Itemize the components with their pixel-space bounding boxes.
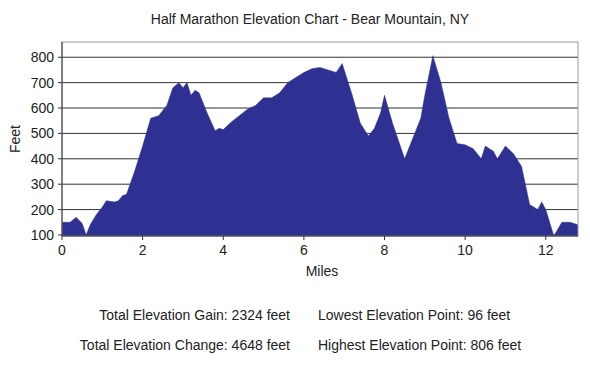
x-tick-label: 6	[300, 242, 308, 258]
x-tick-label: 12	[538, 242, 554, 258]
y-tick	[58, 82, 62, 83]
y-tick-label: 400	[31, 151, 55, 167]
x-tick	[303, 236, 304, 240]
y-tick	[58, 158, 62, 159]
y-tick-label: 500	[31, 125, 55, 141]
x-tick	[223, 236, 224, 240]
y-axis	[62, 42, 63, 236]
y-tick	[58, 184, 62, 185]
stat-text: Lowest Elevation Point: 96 feet	[318, 307, 510, 323]
x-tick	[545, 236, 546, 240]
y-tick-label: 100	[31, 227, 55, 243]
stat-text: Total Elevation Change: 4648 feet	[80, 337, 290, 353]
x-axis	[62, 236, 578, 237]
plot-area	[62, 56, 578, 236]
elevation-area	[62, 56, 578, 236]
x-tick	[62, 236, 63, 240]
y-tick-label: 800	[31, 49, 55, 65]
x-tick-label: 2	[139, 242, 147, 258]
y-tick	[58, 234, 62, 235]
x-tick	[142, 236, 143, 240]
x-tick	[465, 236, 466, 240]
x-tick	[384, 236, 385, 240]
y-tick	[58, 209, 62, 210]
x-tick-label: 10	[457, 242, 473, 258]
title: Half Marathon Elevation Chart - Bear Mou…	[151, 11, 470, 27]
stat-text: Highest Elevation Point: 806 feet	[318, 337, 521, 353]
chart: Half Marathon Elevation Chart - Bear Mou…	[0, 0, 590, 390]
x-tick-label: 0	[58, 242, 66, 258]
x-axis-label: Miles	[306, 263, 339, 279]
y-tick	[58, 57, 62, 58]
y-tick-label: 700	[31, 75, 55, 91]
y-tick	[58, 133, 62, 134]
y-tick-label: 300	[31, 176, 55, 192]
x-tick-label: 4	[219, 242, 227, 258]
y-tick	[58, 108, 62, 109]
y-axis-label: Feet	[7, 125, 23, 153]
stat-text: Total Elevation Gain: 2324 feet	[99, 307, 290, 323]
plot-frame	[62, 42, 578, 236]
y-tick-label: 200	[31, 202, 55, 218]
y-tick-label: 600	[31, 100, 55, 116]
x-tick-label: 8	[381, 242, 389, 258]
grid-line	[62, 57, 578, 58]
